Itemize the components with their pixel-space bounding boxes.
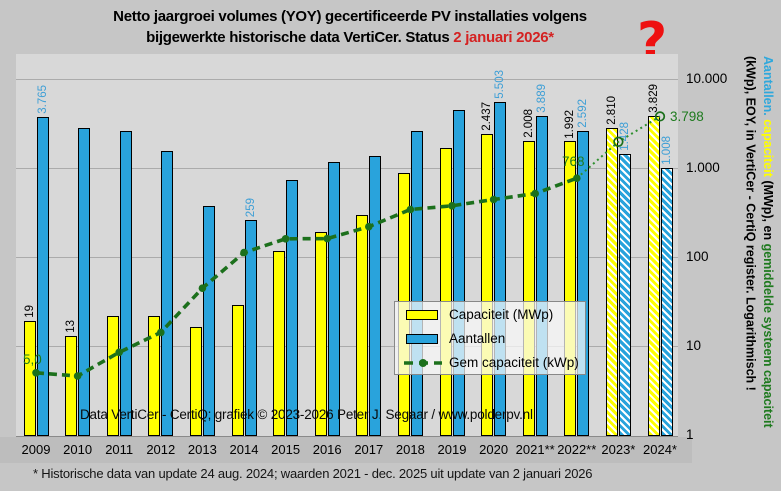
- right-axis-title-part: Aantallen.: [761, 56, 775, 116]
- x-tick-label-2017: 2017: [354, 442, 384, 457]
- right-axis-title-part: (MWp), en: [761, 180, 775, 244]
- bar-value-label: 1.428: [618, 122, 631, 152]
- right-axis-title: Aantallen. capaciteit (MWp), en gemiddel…: [741, 56, 776, 486]
- chart-title-status-date: 2 januari 2026*: [453, 29, 554, 46]
- right-axis-title-part: gemiddelde systeem capaciteit: [761, 243, 775, 428]
- gridline: [16, 168, 678, 169]
- legend-label: Aantallen: [449, 331, 506, 346]
- bar-aantallen-2013: [202, 206, 215, 436]
- trend-value-label: 768: [562, 154, 585, 169]
- bar-capaciteit-2020: [481, 133, 494, 436]
- bar-aantallen-2014: [244, 220, 257, 436]
- bar-capaciteit-2010: [65, 335, 78, 436]
- bar-aantallen-2010: [78, 128, 91, 436]
- bar-capaciteit-2022**: [564, 141, 577, 436]
- y-tick-label: 10: [686, 338, 702, 353]
- legend-item-aantallen: Aantallen: [395, 328, 585, 350]
- bar-aantallen-2022**: [577, 131, 590, 436]
- y-tick-label: 1: [686, 427, 694, 442]
- green-dash-icon: [403, 356, 443, 375]
- legend-item-capaciteit: Capaciteit (MWp): [395, 304, 585, 326]
- bar-value-label: 2.008: [522, 109, 535, 139]
- bar-value-label: 2.810: [605, 96, 618, 126]
- bar-capaciteit-2023*: [605, 128, 618, 436]
- chart-title-line1: Netto jaargroei volumes (YOY) gecertific…: [113, 8, 587, 25]
- x-tick-label-2012: 2012: [146, 442, 176, 457]
- legend: Capaciteit (MWp) Aantallen Gem capacitei…: [394, 301, 586, 375]
- chart-title: Netto jaargroei volumes (YOY) gecertific…: [0, 6, 700, 48]
- bar-aantallen-2017: [369, 155, 382, 436]
- bar-value-label: 5.503: [494, 70, 507, 100]
- bar-value-label: 13: [65, 320, 78, 333]
- bar-value-label: 3.829: [647, 84, 660, 114]
- x-tick-label-2010: 2010: [63, 442, 93, 457]
- bar-capaciteit-2024*: [647, 116, 660, 436]
- y-tick-label: 1.000: [686, 160, 720, 175]
- bar-aantallen-2015: [286, 180, 299, 436]
- x-tick-label-2022: 2022**: [557, 442, 597, 457]
- bar-capaciteit-2021**: [522, 141, 535, 436]
- bar-aantallen-2018: [410, 131, 423, 436]
- x-axis-strip: 2009 2010 2011 2012 2013 2014 2015 2016 2017 2018…: [0, 437, 692, 463]
- legend-label: Gem capaciteit (kWp): [449, 355, 579, 370]
- bar-value-label: 2.592: [577, 99, 590, 129]
- x-tick-label-2013: 2013: [187, 442, 217, 457]
- bar-value-label: 259: [244, 198, 257, 218]
- x-tick-label-2023: 2023*: [601, 442, 636, 457]
- x-tick-label-2016: 2016: [312, 442, 342, 457]
- bar-aantallen-2016: [327, 161, 340, 436]
- bar-capaciteit-2009: [23, 321, 36, 436]
- bar-aantallen-2021**: [535, 115, 548, 436]
- legend-item-gem-capaciteit: Gem capaciteit (kWp): [395, 352, 585, 374]
- trend-value-label: 3.798: [670, 109, 704, 124]
- bar-aantallen-2023*: [618, 154, 631, 436]
- bar-aantallen-2009: [36, 116, 49, 436]
- right-axis-title-part: capaciteit: [761, 115, 775, 181]
- x-tick-label-2024: 2024*: [643, 442, 677, 457]
- bar-value-label: 2.437: [481, 101, 494, 131]
- chart-title-line2: bijgewerkte historische data VertiCer. S…: [146, 29, 554, 46]
- bar-value-label: 1.008: [660, 135, 673, 165]
- bar-capaciteit-2019: [439, 147, 452, 436]
- x-tick-label-2014: 2014: [229, 442, 259, 457]
- right-axis-title-line2: (kWp), EOY, in VertiCer - CertiQ registe…: [743, 56, 758, 391]
- x-tick-label-2015: 2015: [271, 442, 301, 457]
- bar-value-label: 3.889: [535, 83, 548, 113]
- gridline: [16, 79, 678, 80]
- copyright-note: Data VertiCer - CertiQ; grafiek © 2023-2…: [80, 407, 533, 422]
- bar-capaciteit-2016: [314, 232, 327, 436]
- bar-aantallen-2012: [161, 151, 174, 436]
- capaciteit-swatch-icon: [406, 310, 438, 320]
- right-axis-title-line1: Aantallen. capaciteit (MWp), en gemiddel…: [759, 56, 777, 486]
- bar-aantallen-2024*: [660, 167, 673, 436]
- bar-aantallen-2011: [119, 131, 132, 436]
- footnote: * Historische data van update 24 aug. 20…: [33, 466, 593, 481]
- x-tick-label-2021: 2021**: [515, 442, 555, 457]
- bar-aantallen-2019: [452, 110, 465, 436]
- y-tick-label: 100: [686, 249, 709, 264]
- bar-value-label: 3.765: [36, 85, 49, 114]
- x-tick-label-2011: 2011: [105, 442, 134, 457]
- x-tick-label-2020: 2020: [479, 442, 509, 457]
- bar-aantallen-2020: [494, 102, 507, 436]
- bar-capaciteit-2017: [356, 214, 369, 436]
- x-tick-label-2019: 2019: [437, 442, 467, 457]
- trend-value-label: 5,0: [23, 352, 42, 367]
- bar-value-label: 19: [23, 305, 36, 319]
- aantallen-swatch-icon: [406, 334, 438, 344]
- plot-area: Data VertiCer - CertiQ; grafiek © 2023-2…: [16, 54, 704, 438]
- legend-label: Capaciteit (MWp): [449, 307, 554, 322]
- y-tick-label: 10.000: [686, 71, 728, 86]
- x-tick-label-2018: 2018: [395, 442, 425, 457]
- x-tick-label-2009: 2009: [21, 442, 51, 457]
